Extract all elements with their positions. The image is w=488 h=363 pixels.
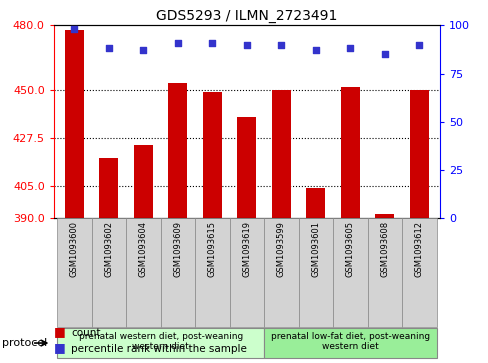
- Bar: [332, 218, 367, 327]
- Text: GSM1093608: GSM1093608: [380, 221, 388, 277]
- Bar: [298, 218, 332, 327]
- Text: GSM1093601: GSM1093601: [311, 221, 320, 277]
- Bar: [375, 213, 394, 218]
- Bar: [126, 218, 161, 327]
- Point: [70, 26, 78, 32]
- Text: GSM1093615: GSM1093615: [207, 221, 217, 277]
- Text: GSM1093605: GSM1093605: [345, 221, 354, 277]
- Bar: [237, 117, 256, 218]
- Bar: [264, 218, 298, 327]
- Bar: [340, 87, 359, 218]
- Point: [243, 42, 250, 48]
- Bar: [65, 30, 84, 218]
- Bar: [134, 145, 153, 218]
- Bar: [367, 218, 401, 327]
- Title: GDS5293 / ILMN_2723491: GDS5293 / ILMN_2723491: [156, 9, 337, 23]
- Point: [105, 46, 113, 52]
- Bar: [401, 218, 436, 327]
- Bar: [203, 92, 222, 218]
- Text: GSM1093602: GSM1093602: [104, 221, 113, 277]
- Bar: [168, 83, 187, 218]
- Point: [311, 48, 319, 53]
- Bar: [99, 158, 118, 218]
- Text: GSM1093604: GSM1093604: [139, 221, 148, 277]
- Text: GSM1093599: GSM1093599: [276, 221, 285, 277]
- Bar: [161, 218, 195, 327]
- Bar: [409, 90, 428, 218]
- Text: percentile rank within the sample: percentile rank within the sample: [71, 344, 246, 354]
- Bar: [57, 328, 264, 358]
- Bar: [271, 90, 290, 218]
- Text: protocol: protocol: [2, 338, 48, 348]
- Point: [174, 40, 182, 46]
- Text: prenatal low-fat diet, post-weaning
western diet: prenatal low-fat diet, post-weaning west…: [270, 332, 429, 351]
- Text: ■: ■: [54, 325, 65, 338]
- Text: GSM1093619: GSM1093619: [242, 221, 251, 277]
- Point: [139, 48, 147, 53]
- Bar: [306, 188, 325, 218]
- Text: GSM1093600: GSM1093600: [70, 221, 79, 277]
- Bar: [229, 218, 264, 327]
- Text: count: count: [71, 327, 100, 338]
- Point: [208, 40, 216, 46]
- Bar: [57, 218, 92, 327]
- Bar: [264, 328, 436, 358]
- Text: GSM1093609: GSM1093609: [173, 221, 182, 277]
- Point: [380, 51, 388, 57]
- Point: [277, 42, 285, 48]
- Text: ■: ■: [54, 341, 65, 354]
- Bar: [195, 218, 229, 327]
- Point: [415, 42, 423, 48]
- Text: prenatal western diet, post-weaning
western diet: prenatal western diet, post-weaning west…: [79, 332, 243, 351]
- Text: GSM1093612: GSM1093612: [414, 221, 423, 277]
- Bar: [92, 218, 126, 327]
- Point: [346, 46, 354, 52]
